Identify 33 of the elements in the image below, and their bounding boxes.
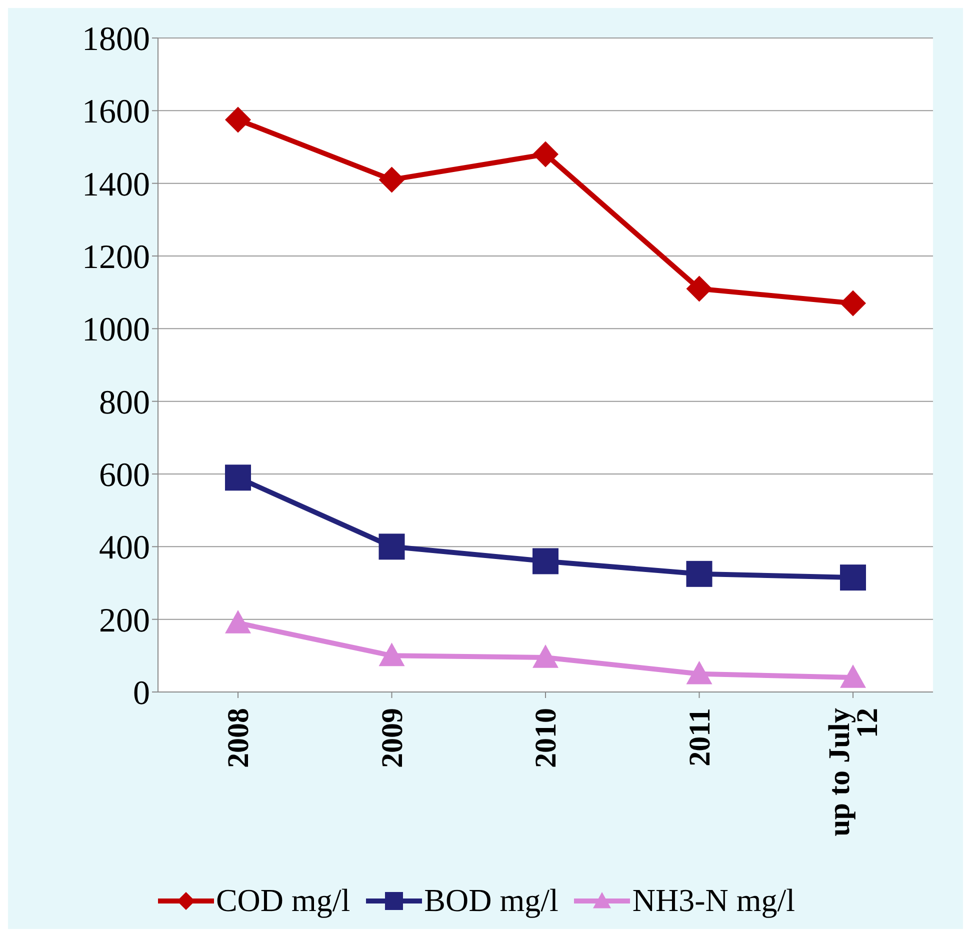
y-tick-label: 1000: [82, 312, 150, 349]
point: [225, 106, 251, 133]
y-tick-label: 1600: [82, 94, 150, 131]
point: [840, 664, 866, 688]
x-tick-label: 2008: [222, 708, 255, 768]
y-tick-label: 1400: [82, 166, 150, 204]
x-tick-label: 2011: [683, 708, 716, 766]
y-tick-label: 1200: [82, 239, 150, 276]
point: [532, 141, 558, 168]
legend-label: COD mg/l: [216, 882, 350, 919]
point: [225, 464, 251, 491]
point: [378, 166, 405, 193]
point: [532, 548, 558, 574]
y-tick-label: 600: [99, 457, 150, 494]
y-tick-label: 200: [99, 602, 150, 640]
x-tick-label: 2010: [530, 708, 562, 768]
point: [686, 560, 712, 587]
y-tick-label: 1800: [82, 21, 150, 58]
legend-label: BOD mg/l: [424, 882, 558, 919]
y-tick-label: 0: [133, 675, 150, 712]
legend-label: NH3-N mg/l: [632, 882, 796, 919]
point: [378, 642, 405, 666]
x-tick-label: 2009: [376, 708, 409, 768]
x-tick-label: up to July 12: [823, 708, 884, 836]
point: [686, 660, 712, 684]
point: [225, 610, 251, 634]
point: [840, 290, 866, 316]
point: [840, 564, 866, 591]
point: [686, 276, 712, 302]
point: [532, 644, 558, 668]
y-tick-label: 400: [99, 530, 150, 567]
y-tick-label: 800: [99, 384, 150, 422]
point: [378, 534, 405, 560]
